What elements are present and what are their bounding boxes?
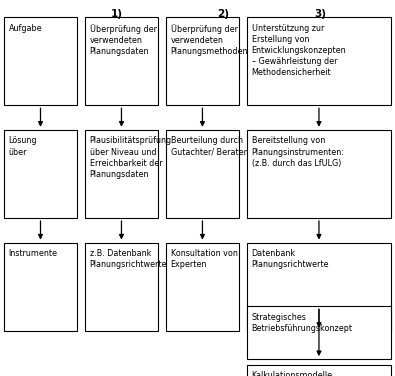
Text: Kalkulationsmodelle: Kalkulationsmodelle (252, 371, 333, 376)
Text: 3): 3) (314, 9, 326, 20)
Bar (85, 130, 158, 218)
Bar (166, 130, 239, 218)
Text: Unterstützung zur
Erstellung von
Entwicklungskonzepten
– Gewährleistung der
Meth: Unterstützung zur Erstellung von Entwick… (252, 24, 346, 77)
Bar (247, 306, 391, 359)
Text: Lösung
über: Lösung über (9, 136, 37, 156)
Bar (4, 243, 77, 331)
Bar (247, 17, 391, 105)
Bar (4, 130, 77, 218)
Text: Bereitstellung von
Planungsinstrumenten:
(z.B. durch das LfULG): Bereitstellung von Planungsinstrumenten:… (252, 136, 344, 168)
Text: z.B. Datenbank
Planungsrichtwerte: z.B. Datenbank Planungsrichtwerte (90, 249, 167, 269)
Text: Instrumente: Instrumente (9, 249, 58, 258)
Text: Aufgabe: Aufgabe (9, 24, 42, 33)
Bar (85, 243, 158, 331)
Bar (247, 130, 391, 218)
Text: Beurteilung durch
Gutachter/ Berater: Beurteilung durch Gutachter/ Berater (171, 136, 246, 156)
Text: 1): 1) (111, 9, 122, 20)
Bar (247, 243, 391, 331)
Bar (247, 365, 391, 376)
Text: 2): 2) (217, 9, 229, 20)
Bar (4, 17, 77, 105)
Bar (166, 17, 239, 105)
Text: Konsultation von
Experten: Konsultation von Experten (171, 249, 237, 269)
Text: Plausibilitätsprüfung
über Niveau und
Erreichbarkeit der
Planungsdaten: Plausibilitätsprüfung über Niveau und Er… (90, 136, 172, 179)
Bar (85, 17, 158, 105)
Text: Datenbank
Planungsrichtwerte: Datenbank Planungsrichtwerte (252, 249, 329, 269)
Text: Überprüfung der
verwendeten
Planungsmethoden: Überprüfung der verwendeten Planungsmeth… (171, 24, 248, 56)
Text: Strategisches
Betriebsführungskonzept: Strategisches Betriebsführungskonzept (252, 313, 353, 333)
Bar (166, 243, 239, 331)
Text: Überprüfung der
verwendeten
Planungsdaten: Überprüfung der verwendeten Planungsdate… (90, 24, 157, 56)
